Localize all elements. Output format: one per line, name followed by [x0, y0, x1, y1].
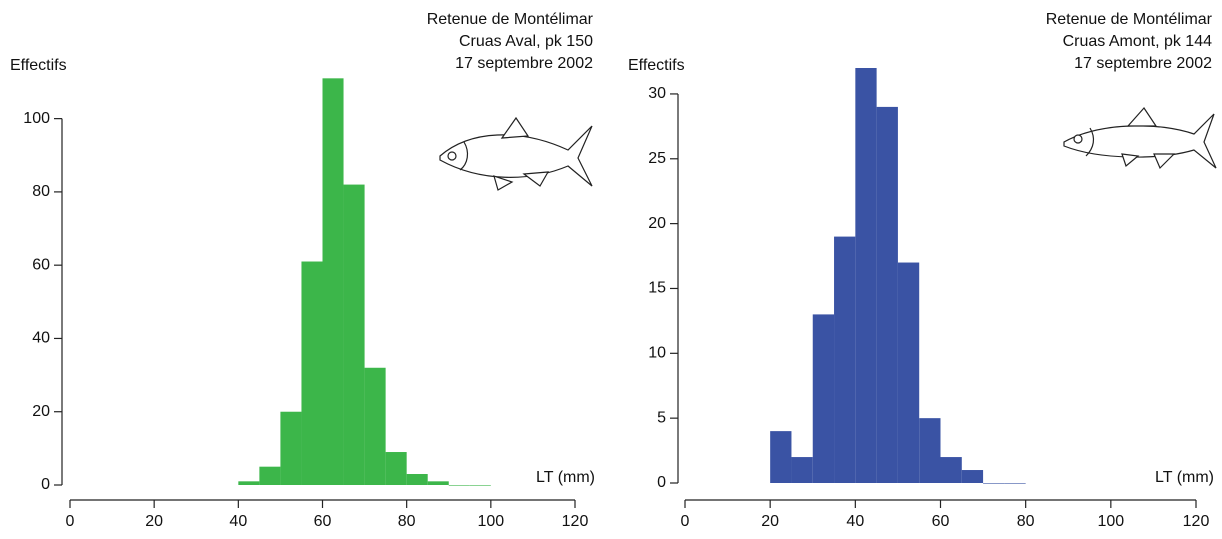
- histogram-bar: [406, 474, 428, 485]
- x-tick-label: 20: [145, 513, 163, 530]
- y-tick-label: 25: [648, 150, 666, 167]
- histogram-bar: [812, 314, 835, 483]
- y-tick-label: 80: [32, 183, 50, 200]
- histogram-bar: [238, 481, 260, 485]
- histogram-bar: [259, 466, 281, 485]
- y-tick-label: 20: [648, 215, 666, 232]
- x-tick-label: 100: [477, 513, 504, 530]
- y-tick-label: 60: [32, 256, 50, 273]
- histogram-bar: [301, 261, 323, 485]
- y-tick-label: 15: [648, 280, 666, 297]
- chart-title: Cruas Amont, pk 144: [1063, 33, 1213, 50]
- y-tick-label: 100: [23, 110, 50, 127]
- histogram-bar: [855, 68, 877, 483]
- fish-illustration: [439, 116, 593, 191]
- histogram-bar: [876, 106, 898, 483]
- y-axis-label: Effectifs: [10, 57, 67, 74]
- x-tick-label: 60: [314, 513, 332, 530]
- y-tick-label: 40: [32, 330, 50, 347]
- histogram-bar: [322, 78, 344, 486]
- x-tick-label: 0: [681, 513, 690, 530]
- y-tick-label: 0: [41, 476, 50, 493]
- histogram-bar: [469, 485, 491, 486]
- x-tick-label: 40: [846, 513, 864, 530]
- histogram-bar: [897, 262, 920, 483]
- y-tick-label: 10: [648, 345, 666, 362]
- x-tick-label: 80: [1017, 513, 1035, 530]
- chart-title: Retenue de Montélimar: [1046, 11, 1213, 28]
- y-tick-label: 0: [657, 474, 666, 491]
- chart-title: 17 septembre 2002: [1074, 55, 1212, 72]
- histogram-bar: [983, 483, 1005, 484]
- x-tick-label: 20: [761, 513, 779, 530]
- y-tick-label: 5: [657, 409, 666, 426]
- x-tick-label: 80: [398, 513, 416, 530]
- x-tick-label: 0: [66, 513, 75, 530]
- histogram-bar: [834, 236, 856, 483]
- histogram-bar: [280, 411, 302, 485]
- histogram-bar: [385, 452, 407, 485]
- histogram-bar: [343, 184, 365, 485]
- x-axis-label: LT (mm): [1155, 469, 1214, 486]
- chart-title: Retenue de Montélimar: [427, 11, 594, 28]
- histogram-bar: [1004, 483, 1026, 484]
- histogram-bar: [940, 457, 962, 483]
- histogram-bar: [791, 457, 813, 483]
- y-tick-label: 30: [648, 85, 666, 102]
- histogram-bar: [919, 418, 941, 483]
- y-axis-label: Effectifs: [628, 57, 685, 74]
- chart-title: Cruas Aval, pk 150: [459, 33, 593, 50]
- x-axis-label: LT (mm): [536, 469, 595, 486]
- x-tick-label: 120: [1183, 513, 1210, 530]
- histogram-bar: [364, 367, 386, 485]
- chart-title: 17 septembre 2002: [455, 55, 593, 72]
- y-tick-label: 20: [32, 403, 50, 420]
- fish-illustration: [1063, 107, 1217, 170]
- x-tick-label: 100: [1097, 513, 1124, 530]
- histogram-bar: [770, 431, 792, 483]
- histogram-bar: [448, 485, 470, 486]
- x-tick-label: 60: [932, 513, 950, 530]
- x-tick-label: 120: [562, 513, 589, 530]
- histogram-bar: [427, 481, 449, 485]
- histogram-bar: [961, 470, 984, 483]
- x-tick-label: 40: [229, 513, 247, 530]
